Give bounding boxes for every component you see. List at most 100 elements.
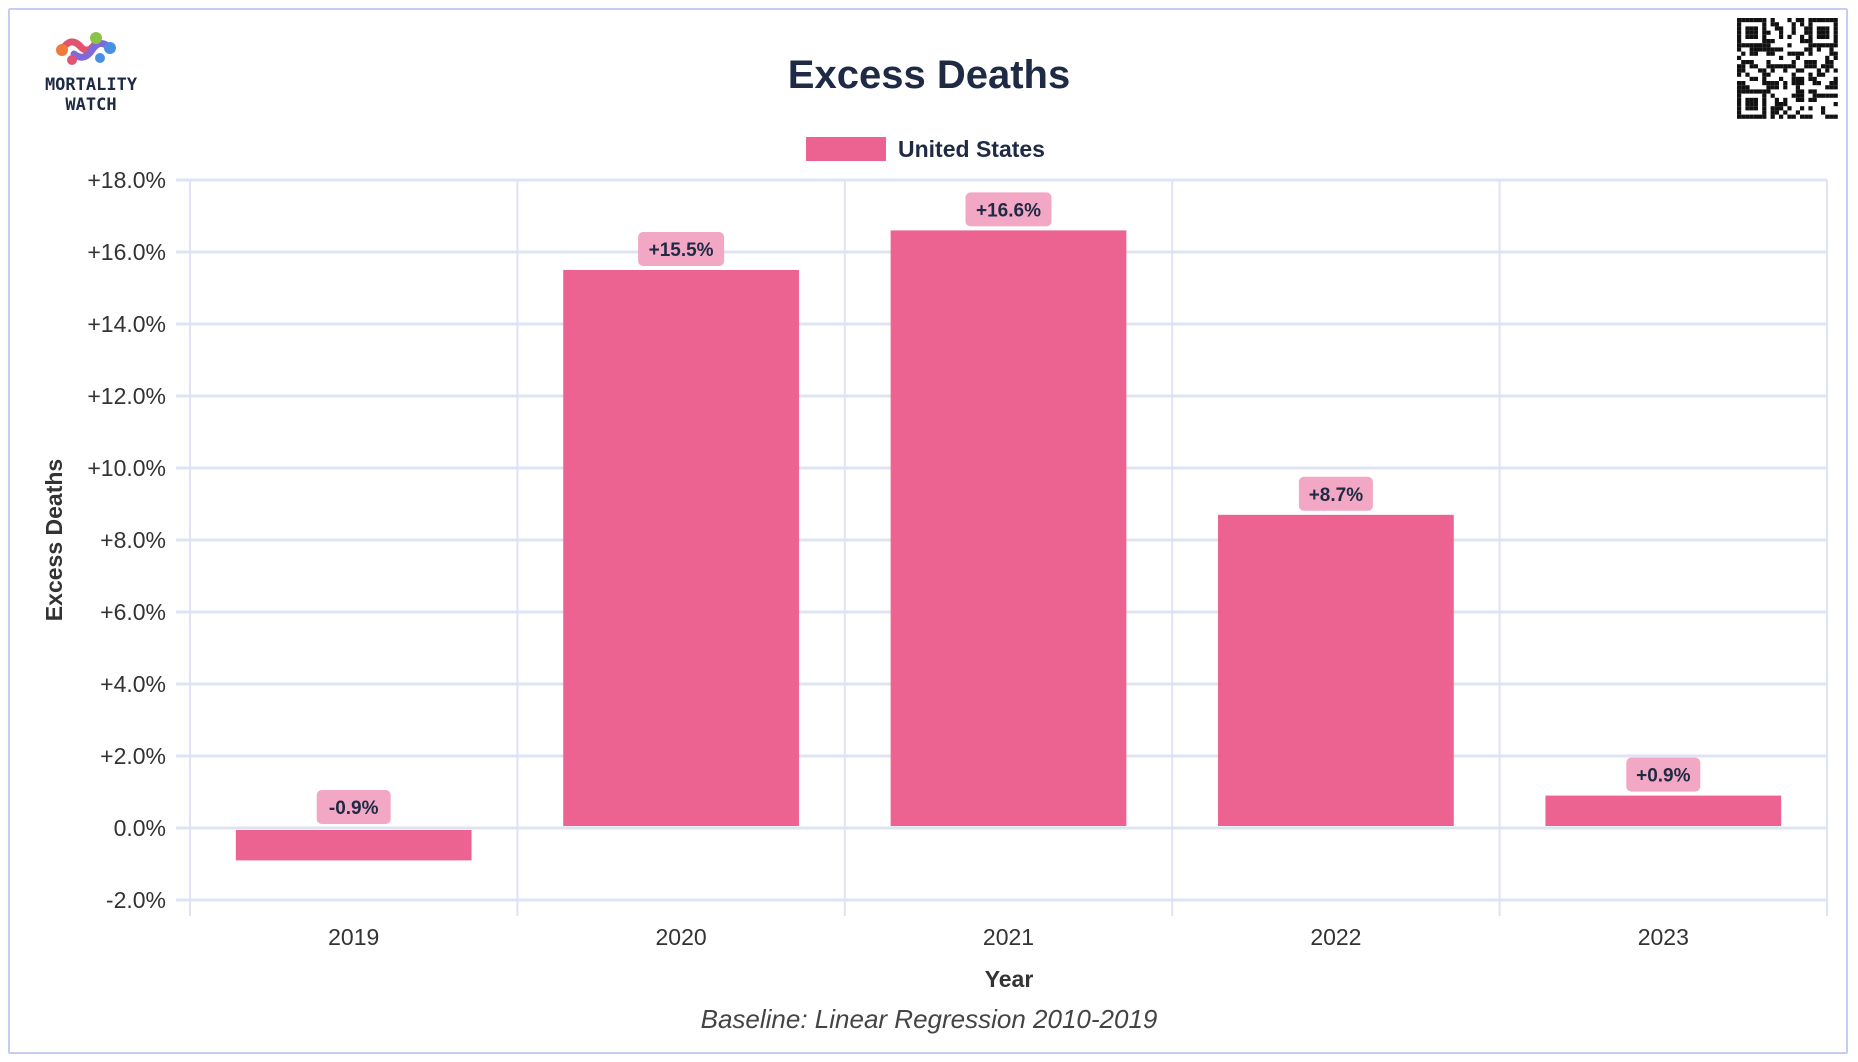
- qr-module: [1808, 18, 1813, 23]
- qr-module: [1800, 51, 1805, 56]
- qr-code-icon[interactable]: [1737, 18, 1838, 119]
- qr-module: [1829, 85, 1834, 90]
- qr-module: [1737, 81, 1742, 86]
- qr-module: [1741, 114, 1746, 119]
- y-tick-label: +8.0%: [100, 527, 166, 553]
- qr-module: [1774, 110, 1779, 115]
- qr-module: [1816, 72, 1821, 77]
- qr-module: [1787, 64, 1792, 69]
- qr-module: [1795, 55, 1800, 60]
- qr-module: [1821, 110, 1826, 115]
- qr-module: [1829, 64, 1834, 69]
- qr-module: [1795, 76, 1800, 81]
- qr-module: [1745, 85, 1750, 90]
- legend[interactable]: United States: [806, 136, 1045, 162]
- qr-module: [1833, 22, 1838, 27]
- qr-module: [1791, 51, 1796, 56]
- qr-module: [1753, 106, 1758, 111]
- qr-module: [1766, 39, 1771, 44]
- data-label: +15.5%: [649, 240, 714, 261]
- qr-module: [1812, 18, 1817, 23]
- bar-2022[interactable]: [1218, 514, 1454, 826]
- logo-text-line1: MORTALITY: [45, 75, 138, 95]
- qr-module: [1825, 55, 1830, 60]
- qr-module: [1800, 68, 1805, 73]
- bar-2019[interactable]: [235, 830, 472, 861]
- qr-module: [1745, 89, 1750, 94]
- qr-module: [1791, 64, 1796, 69]
- qr-module: [1749, 34, 1754, 39]
- qr-module: [1816, 34, 1821, 39]
- qr-module: [1779, 26, 1784, 31]
- qr-module: [1745, 97, 1750, 102]
- mortality-watch-logo[interactable]: MORTALITY WATCH: [45, 32, 138, 115]
- qr-module: [1766, 47, 1771, 52]
- qr-module: [1774, 106, 1779, 111]
- x-axis-title: Year: [985, 966, 1034, 992]
- qr-module: [1737, 85, 1742, 90]
- qr-module: [1783, 97, 1788, 102]
- qr-module: [1825, 64, 1830, 69]
- qr-module: [1749, 89, 1754, 94]
- qr-module: [1833, 18, 1838, 23]
- qr-module: [1762, 81, 1767, 86]
- qr-module: [1762, 89, 1767, 94]
- qr-module: [1749, 60, 1754, 65]
- qr-module: [1795, 93, 1800, 98]
- qr-module: [1737, 93, 1742, 98]
- qr-module: [1762, 110, 1767, 115]
- qr-module: [1774, 85, 1779, 90]
- y-tick-label: +6.0%: [100, 599, 166, 625]
- qr-module: [1804, 30, 1809, 35]
- qr-module: [1791, 26, 1796, 31]
- qr-module: [1833, 30, 1838, 35]
- y-tick-label: +4.0%: [100, 671, 166, 697]
- qr-module: [1787, 34, 1792, 39]
- qr-module: [1770, 68, 1775, 73]
- qr-module: [1762, 22, 1767, 27]
- qr-module: [1774, 102, 1779, 107]
- qr-module: [1762, 93, 1767, 98]
- qr-module: [1779, 55, 1784, 60]
- bar-2023[interactable]: [1545, 795, 1782, 826]
- qr-module: [1829, 47, 1834, 52]
- data-label: +0.9%: [1636, 766, 1691, 787]
- qr-module: [1812, 81, 1817, 86]
- qr-module: [1812, 43, 1817, 48]
- qr-module: [1770, 85, 1775, 90]
- qr-module: [1829, 43, 1834, 48]
- qr-module: [1821, 34, 1826, 39]
- qr-module: [1800, 39, 1805, 44]
- bars: -0.9% +15.5% +16.6% +8.7% +0.9%: [235, 192, 1782, 861]
- qr-module: [1745, 30, 1750, 35]
- qr-module: [1749, 51, 1754, 56]
- qr-module: [1808, 72, 1813, 77]
- qr-module: [1737, 43, 1742, 48]
- qr-module: [1741, 68, 1746, 73]
- qr-module: [1800, 106, 1805, 111]
- qr-module: [1774, 47, 1779, 52]
- bar-2020[interactable]: [563, 270, 799, 826]
- qr-module: [1816, 68, 1821, 73]
- y-tick-label: +10.0%: [87, 455, 166, 481]
- qr-module: [1829, 51, 1834, 56]
- qr-module: [1762, 102, 1767, 107]
- qr-module: [1829, 18, 1834, 23]
- bar-2021[interactable]: [890, 230, 1127, 826]
- legend-swatch: [806, 137, 886, 161]
- qr-module: [1833, 114, 1838, 119]
- qr-module: [1770, 93, 1775, 98]
- qr-module: [1766, 81, 1771, 86]
- x-tick-label: 2023: [1638, 924, 1689, 950]
- qr-module: [1749, 26, 1754, 31]
- qr-module: [1795, 68, 1800, 73]
- qr-module: [1737, 72, 1742, 77]
- qr-module: [1795, 97, 1800, 102]
- qr-module: [1800, 22, 1805, 27]
- qr-module: [1825, 93, 1830, 98]
- qr-module: [1825, 26, 1830, 31]
- y-tick-label: +16.0%: [87, 239, 166, 265]
- qr-module: [1800, 81, 1805, 86]
- qr-module: [1745, 106, 1750, 111]
- qr-module: [1821, 18, 1826, 23]
